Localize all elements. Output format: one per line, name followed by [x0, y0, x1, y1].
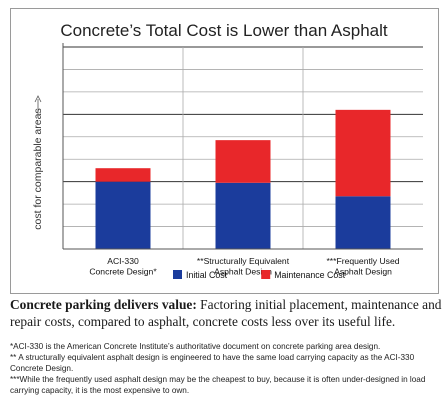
- bar-maintenance-3: [335, 109, 391, 197]
- legend-label-2: Maintenance Cost: [274, 270, 345, 280]
- footnote-3: ***While the frequently used asphalt des…: [10, 375, 426, 395]
- bar-maintenance-1: [95, 168, 151, 182]
- y-axis-arrow: [34, 95, 42, 117]
- bar-initial-1: [95, 181, 151, 249]
- bars-layer: [95, 109, 391, 249]
- y-axis-label: cost for comparable areas: [32, 108, 44, 229]
- category-label-line: Asphalt Design: [334, 267, 392, 277]
- bar-initial-3: [335, 196, 391, 249]
- chart-title: Concrete’s Total Cost is Lower than Asph…: [60, 21, 388, 40]
- axes-layer: [62, 43, 423, 250]
- category-label-line: **Structurally Equivalent: [197, 256, 290, 266]
- category-label-3: ***Frequently Used Asphalt Design: [326, 256, 399, 277]
- category-labels: ACI-330 Concrete Design* **Structurally Eq…: [89, 256, 399, 277]
- bar-maintenance-2: [215, 140, 271, 183]
- chart-svg: Concrete’s Total Cost is Lower than Asph…: [32, 21, 423, 280]
- footnote-1: *ACI-330 is the American Concrete Instit…: [10, 342, 381, 351]
- category-label-line: Asphalt Design: [214, 267, 272, 277]
- caption-body: Factoring initial placement, maintenance…: [10, 297, 442, 329]
- legend: Initial Cost Maintenance Cost: [173, 270, 346, 280]
- legend-swatch-2: [261, 270, 271, 279]
- category-label-2: **Structurally Equivalent Asphalt Design: [197, 256, 290, 277]
- caption-lead: Concrete parking delivers value:: [10, 297, 197, 312]
- category-label-line: ***Frequently Used: [326, 256, 399, 266]
- footnotes: *ACI-330 is the American Concrete Instit…: [10, 341, 446, 396]
- legend-label-1: Initial Cost: [186, 270, 228, 280]
- bar-initial-2: [215, 182, 271, 249]
- category-label-line: Concrete Design*: [89, 267, 157, 277]
- category-label-line: ACI-330: [107, 256, 139, 266]
- footnote-2: ** A structurally equivalent asphalt des…: [10, 353, 415, 373]
- legend-swatch-1: [173, 270, 182, 279]
- category-label-1: ACI-330 Concrete Design*: [89, 256, 157, 277]
- caption: Concrete parking delivers value: Factori…: [10, 296, 442, 330]
- chart-panel: Concrete’s Total Cost is Lower than Asph…: [10, 8, 439, 294]
